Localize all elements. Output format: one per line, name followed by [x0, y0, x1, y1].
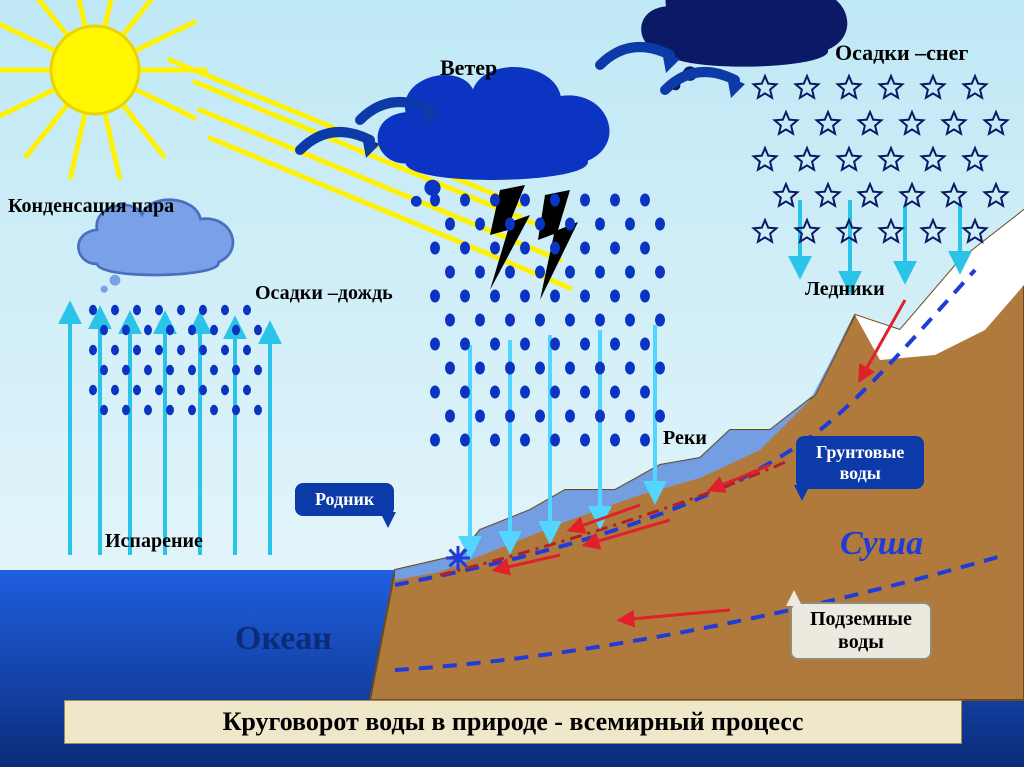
callout-groundwater-text: Грунтовые воды	[816, 442, 904, 483]
label-evaporation: Испарение	[105, 530, 203, 553]
label-glaciers: Ледники	[805, 278, 885, 301]
label-precip-rain: Осадки –дождь	[255, 282, 393, 305]
spring-marker-icon	[446, 546, 470, 570]
callout-spring-text: Родник	[315, 489, 374, 509]
label-rivers: Реки	[663, 427, 707, 450]
label-precip-snow: Осадки –снег	[835, 40, 968, 66]
callout-spring: Родник	[295, 483, 394, 516]
diagram-title: Круговорот воды в природе - всемирный пр…	[64, 700, 962, 744]
label-wind: Ветер	[440, 55, 497, 81]
label-ocean: Океан	[235, 620, 332, 658]
diagram-title-text: Круговорот воды в природе - всемирный пр…	[223, 707, 804, 736]
callout-groundwater: Грунтовые воды	[796, 436, 924, 489]
callout-underground-water: Подземные воды	[790, 602, 932, 660]
label-land: Суша	[840, 525, 923, 563]
callout-underground-text: Подземные воды	[810, 608, 912, 653]
label-condensation: Конденсация пара	[8, 195, 174, 218]
